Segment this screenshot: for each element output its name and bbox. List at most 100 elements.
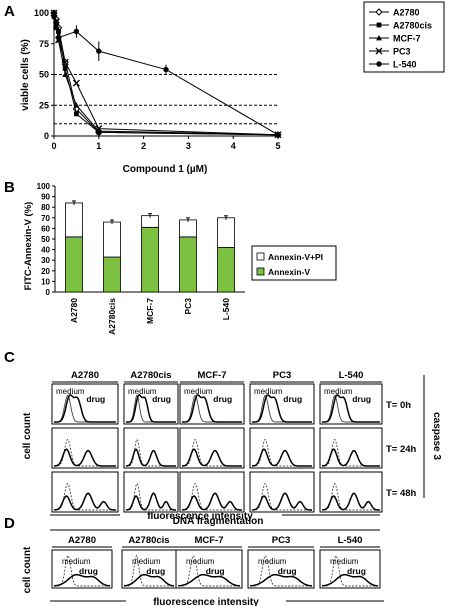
panel-a-legend-marker xyxy=(376,22,382,28)
panel-d-column-header: PC3 xyxy=(272,535,290,546)
panel-b-category-label: L-540 xyxy=(221,298,231,320)
panel-c-drug-histogram xyxy=(125,492,176,511)
panel-c-side-label: caspase 3 xyxy=(431,412,442,460)
panel-c-drug-histogram xyxy=(181,448,242,467)
panel-a-data-point xyxy=(73,28,80,35)
panel-c-drug-label: drug xyxy=(213,394,232,404)
panel-d-title: DNA fragmentation xyxy=(173,516,264,527)
panel-c-column-header: A2780 xyxy=(71,370,99,381)
panel-d-x-axis-label: fluorescence intensity xyxy=(153,597,259,606)
panel-d-drug-histogram xyxy=(123,573,175,587)
panel-b-bar xyxy=(179,219,197,238)
panel-c-drug-label: drug xyxy=(352,394,371,404)
panel-c-medium-label: medium xyxy=(254,387,283,396)
panel-c-medium-histogram xyxy=(322,482,380,511)
panel-a-x-tick-label: 4 xyxy=(231,141,236,151)
panel-c-drug-histogram xyxy=(322,394,380,423)
panel-c-drug-histogram xyxy=(126,394,176,423)
panel-a-data-point xyxy=(62,65,68,71)
panel-a-data-point xyxy=(73,102,80,108)
panel-d-medium-label: medium xyxy=(132,557,161,566)
panel-c-drug-histogram xyxy=(53,492,116,511)
panel-c-medium-label: medium xyxy=(56,387,85,396)
panel-a-legend-label: PC3 xyxy=(393,47,411,57)
panel-a-data-point xyxy=(95,128,102,134)
panel-c-column-header: PC3 xyxy=(273,370,291,381)
panel-c-histogram-cell xyxy=(249,427,315,469)
panel-b-y-tick-label: 20 xyxy=(41,267,50,276)
panel-b-legend-box xyxy=(251,245,337,281)
panel-b-legend-label: Annexin-V xyxy=(268,267,310,277)
panel-b-y-tick-label: 70 xyxy=(41,214,50,223)
panel-d-medium-label: medium xyxy=(258,557,287,566)
panel-a-data-point xyxy=(56,29,61,34)
panel-d-drug-label: drug xyxy=(146,566,165,576)
panel-d-drug-histogram xyxy=(53,573,111,587)
panel-c-drug-histogram xyxy=(125,448,176,467)
panel-a-data-point xyxy=(53,21,59,27)
panel-d-histogram-row: DNA fragmentation A2780 A2780cis MCF-7 PC3 L… xyxy=(22,516,384,606)
panel-b-y-tick-label: 100 xyxy=(37,182,51,191)
panel-d-medium-label: medium xyxy=(330,557,359,566)
panel-d-drug-label: drug xyxy=(347,566,366,576)
panel-c-drug-label: drug xyxy=(152,394,171,404)
panel-d-drug-histogram xyxy=(249,573,313,587)
panel-c-column-header: MCF-7 xyxy=(197,370,226,381)
panel-a-x-tick-label: 0 xyxy=(51,141,56,151)
panel-label-c: C xyxy=(4,349,15,366)
panel-a-legend-label: MCF-7 xyxy=(393,34,421,44)
panel-a-x-tick-label: 3 xyxy=(186,141,191,151)
panel-a-data-point xyxy=(74,111,79,117)
panel-b-legend-label: Annexin-V+PI xyxy=(268,252,323,262)
panel-b-bar xyxy=(103,256,121,293)
panel-b-category-label: A2780 xyxy=(69,298,79,323)
panel-a-data-point xyxy=(275,132,281,138)
panel-b-y-tick-label: 0 xyxy=(46,288,51,297)
panel-c-drug-histogram xyxy=(182,394,242,423)
panel-a-y-tick-label: 0 xyxy=(44,131,49,141)
panel-c-drug-histogram xyxy=(252,394,312,423)
panel-label-a: A xyxy=(4,3,15,20)
panel-c-drug-histogram xyxy=(321,448,380,467)
panel-a-x-tick-label: 5 xyxy=(275,141,280,151)
panel-a-legend-marker xyxy=(375,8,383,16)
panel-a-data-point xyxy=(96,48,102,54)
panel-b-bar xyxy=(141,226,159,293)
panel-d-column-header: A2780 xyxy=(68,535,96,546)
panel-d-medium-label: medium xyxy=(62,557,91,566)
panel-c-drug-histogram xyxy=(53,448,116,467)
panel-c-histogram-cell xyxy=(319,427,383,469)
panel-a-x-tick-label: 1 xyxy=(96,141,101,151)
panel-a-legend-label: L-540 xyxy=(393,60,417,70)
panel-c-drug-histogram xyxy=(54,394,116,423)
panel-a-legend-label: A2780 xyxy=(393,8,420,18)
panel-c-drug-label: drug xyxy=(283,394,302,404)
panel-c-medium-label: medium xyxy=(128,387,157,396)
panel-b-bar xyxy=(179,236,197,293)
panel-d-drug-histogram xyxy=(177,573,241,587)
panel-a-y-tick-label: 75 xyxy=(39,39,49,49)
panel-c-column-header: A2780cis xyxy=(130,370,171,381)
panel-a-y-axis-label: viable cells (%) xyxy=(20,39,31,111)
panel-d-medium-histogram xyxy=(54,554,110,587)
panel-a-x-axis-label: Compound 1 (µM) xyxy=(123,164,208,175)
panel-d-medium-histogram xyxy=(250,554,312,587)
panel-d-medium-label: medium xyxy=(186,557,215,566)
panel-d-drug-histogram xyxy=(321,573,379,587)
panel-c-medium-label: medium xyxy=(184,387,213,396)
panel-a-data-point xyxy=(55,34,62,41)
panel-b-category-label: A2780cis xyxy=(107,298,117,335)
panel-a-legend-marker xyxy=(376,35,382,41)
panel-a-legend-marker xyxy=(376,61,382,67)
panel-c-histogram-cell xyxy=(123,427,179,469)
panel-b-category-label: PC3 xyxy=(183,298,193,315)
panel-d-drug-label: drug xyxy=(79,566,98,576)
panel-b-bar xyxy=(103,221,121,258)
panel-a-legend-label: A2780cis xyxy=(393,21,432,31)
panel-c-column-header: L-540 xyxy=(339,370,364,381)
panel-c-row-label: T= 48h xyxy=(386,488,417,499)
panel-c-medium-histogram xyxy=(182,482,242,511)
panel-a-data-point xyxy=(95,125,103,133)
